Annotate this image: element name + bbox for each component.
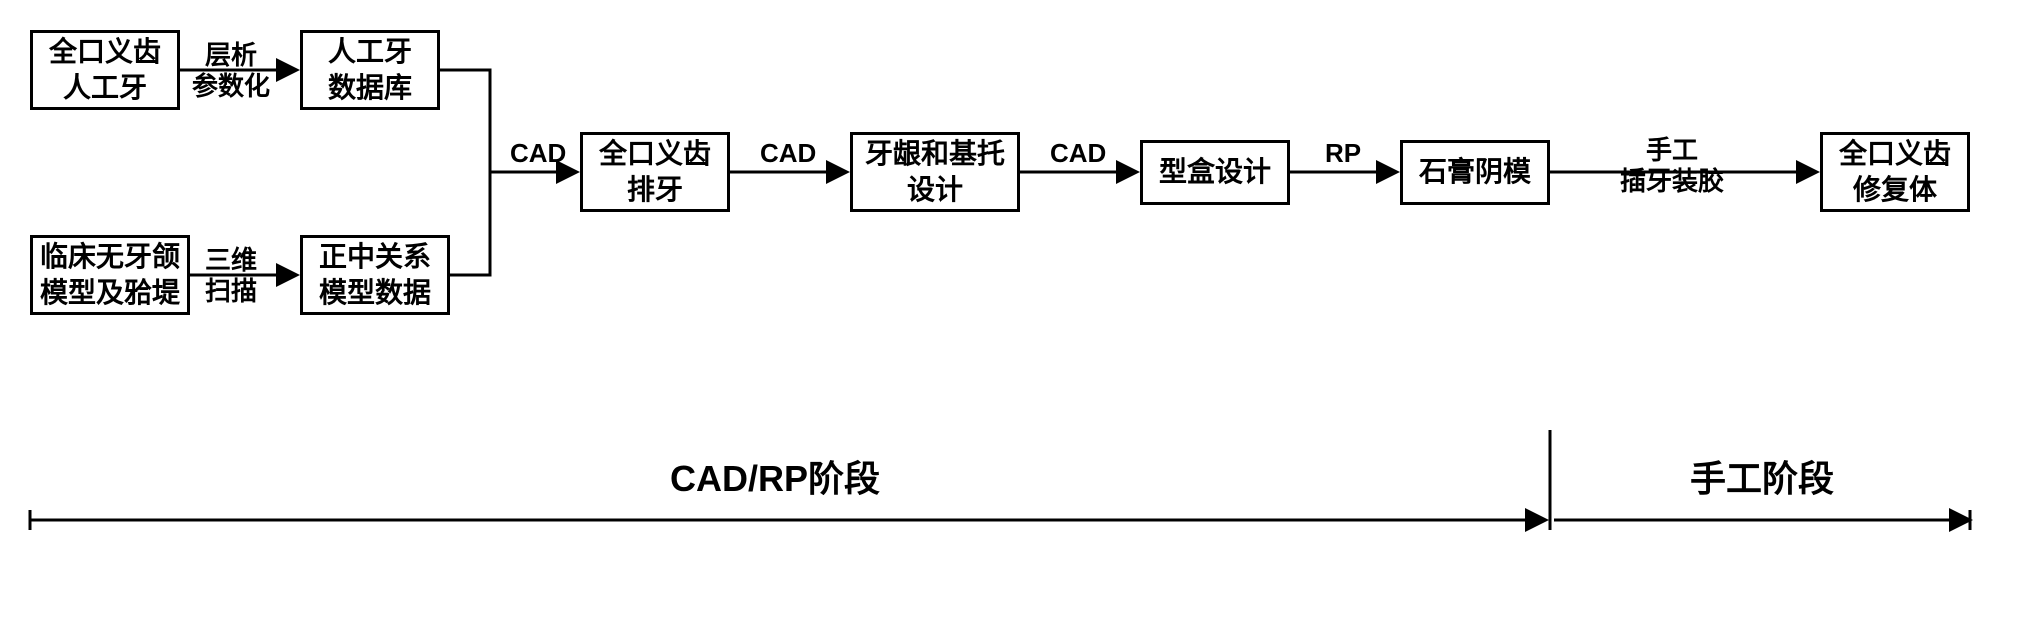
node-flask-design: 型盒设计 xyxy=(1140,140,1290,205)
node-full-denture-tooth-arrangement: 全口义齿排牙 xyxy=(580,132,730,212)
node-artificial-teeth-database: 人工牙数据库 xyxy=(300,30,440,110)
edge-label-cad-3: CAD xyxy=(1050,138,1106,169)
node-centric-relation-model-data: 正中关系模型数据 xyxy=(300,235,450,315)
node-label: 临床无牙颌模型及𬌗堤 xyxy=(40,239,180,312)
phase-label-manual: 手工阶段 xyxy=(1690,450,1834,502)
node-label: 人工牙数据库 xyxy=(328,34,412,107)
node-label: 正中关系模型数据 xyxy=(319,239,431,312)
edge-label-tomography-parameterization: 层析参数化 xyxy=(192,40,270,102)
edge-label-manual-assembly: 手工插牙装胶 xyxy=(1620,135,1724,197)
node-label: 全口义齿修复体 xyxy=(1839,136,1951,209)
node-label: 全口义齿人工牙 xyxy=(49,34,161,107)
edge-label-cad-2: CAD xyxy=(760,138,816,169)
phase-label-cad-rp: CAD/RP阶段 xyxy=(670,450,880,502)
node-full-denture-artificial-teeth: 全口义齿人工牙 xyxy=(30,30,180,110)
node-label: 全口义齿排牙 xyxy=(599,136,711,209)
edge-label-cad-1: CAD xyxy=(510,138,566,169)
node-gypsum-negative-mould: 石膏阴模 xyxy=(1400,140,1550,205)
node-gingiva-baseplate-design: 牙龈和基托设计 xyxy=(850,132,1020,212)
edge-label-rp: RP xyxy=(1325,138,1361,169)
node-clinical-edentulous-model: 临床无牙颌模型及𬌗堤 xyxy=(30,235,190,315)
edge-label-3d-scan: 三维扫描 xyxy=(205,245,257,307)
node-label: 石膏阴模 xyxy=(1419,154,1531,190)
node-full-denture-prosthesis: 全口义齿修复体 xyxy=(1820,132,1970,212)
flowchart-diagram: 全口义齿人工牙 人工牙数据库 临床无牙颌模型及𬌗堤 正中关系模型数据 全口义齿排… xyxy=(20,20,2015,618)
node-label: 型盒设计 xyxy=(1159,154,1271,190)
node-label: 牙龈和基托设计 xyxy=(865,136,1005,209)
